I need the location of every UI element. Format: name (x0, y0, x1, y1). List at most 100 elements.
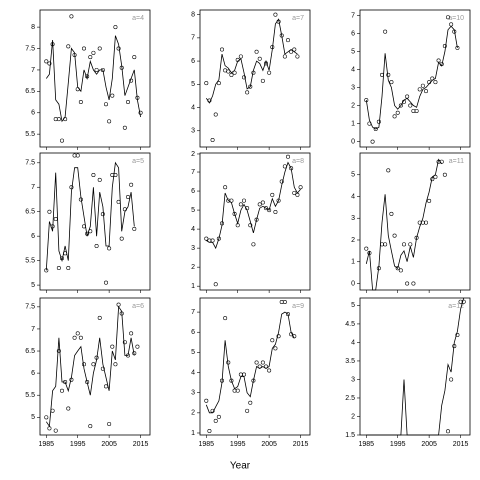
data-point (126, 195, 131, 200)
y-tick-label: 6.5 (25, 88, 35, 95)
data-point (282, 54, 287, 59)
data-point (113, 362, 118, 367)
data-point (75, 153, 80, 158)
y-tick-label: 5 (31, 282, 35, 289)
data-point (411, 281, 416, 286)
data-point (386, 72, 391, 77)
panel-frame (359, 152, 471, 291)
data-point (395, 266, 400, 271)
data-point (100, 212, 105, 217)
panel-frame (359, 297, 471, 436)
data-point (267, 208, 272, 213)
data-point (75, 331, 80, 336)
y-tick-label: 3 (351, 376, 355, 383)
data-point (69, 14, 74, 19)
y-tick-label: 3 (351, 215, 355, 222)
y-tick-label: 4 (191, 226, 195, 233)
data-point (389, 211, 394, 216)
data-point (82, 362, 87, 367)
data-point (423, 89, 428, 94)
data-point (119, 236, 124, 241)
data-point (376, 119, 381, 124)
y-tick-label: 7 (191, 35, 195, 42)
data-point (97, 177, 102, 182)
data-point (276, 334, 281, 339)
fitted-line (366, 297, 465, 436)
data-point (232, 70, 237, 75)
y-tick-label: 2.5 (345, 395, 355, 402)
data-point (392, 233, 397, 238)
data-point (245, 408, 250, 413)
y-tick-label: 7.5 (25, 160, 35, 167)
data-point (260, 200, 265, 205)
y-tick-label: 4 (191, 104, 195, 111)
y-tick-label: 4 (351, 66, 355, 73)
data-point (135, 344, 140, 349)
data-point (88, 424, 93, 429)
data-point (59, 388, 64, 393)
panel-title: a=5 (132, 158, 144, 165)
y-tick-label: 6 (191, 58, 195, 65)
fitted-line (45, 305, 135, 428)
panel-frame (359, 9, 471, 148)
data-point (126, 100, 131, 105)
data-point (78, 335, 83, 340)
y-tick-label: 5 (31, 414, 35, 421)
data-point (82, 46, 87, 51)
panel-frame (199, 9, 311, 148)
data-point (122, 125, 127, 130)
y-tick-label: 5.5 (25, 257, 35, 264)
y-tick-label: 3 (191, 128, 195, 135)
data-point (229, 73, 234, 78)
data-point (104, 280, 109, 285)
data-point (216, 414, 221, 419)
y-tick-label: 3.5 (345, 358, 355, 365)
data-point (260, 78, 265, 83)
data-point (116, 199, 121, 204)
data-point (273, 346, 278, 351)
x-tick-label: 1985 (358, 441, 374, 448)
data-point (47, 209, 52, 214)
fitted-line (365, 158, 443, 291)
data-point (238, 54, 243, 59)
data-point (107, 246, 112, 251)
x-tick-label: 1995 (70, 441, 86, 448)
y-tick-label: 6 (31, 370, 35, 377)
x-tick-label: 2015 (293, 441, 309, 448)
y-tick-label: 6.5 (25, 209, 35, 216)
data-point (56, 117, 61, 122)
y-tick-label: 7 (31, 326, 35, 333)
data-point (408, 103, 413, 108)
data-point (110, 93, 115, 98)
y-tick-label: 3 (191, 390, 195, 397)
data-point (370, 139, 375, 144)
data-point (110, 344, 115, 349)
data-point (100, 366, 105, 371)
y-tick-label: 8 (191, 11, 195, 18)
y-tick-label: 1 (191, 430, 195, 437)
y-tick-label: 6 (191, 329, 195, 336)
data-point (267, 70, 272, 75)
y-tick-label: 2 (191, 264, 195, 271)
y-tick-label: 5.5 (25, 131, 35, 138)
y-tick-label: 6 (31, 110, 35, 117)
data-point (267, 368, 272, 373)
y-tick-label: 4 (351, 193, 355, 200)
y-tick-label: 5 (191, 349, 195, 356)
data-point (273, 12, 278, 17)
panel-title: a=10 (448, 15, 464, 22)
data-point (72, 335, 77, 340)
data-point (242, 198, 247, 203)
y-tick-label: 5 (191, 81, 195, 88)
y-tick-label: 7 (191, 169, 195, 176)
y-tick-label: 4.5 (345, 321, 355, 328)
data-point (295, 54, 300, 59)
data-point (449, 22, 454, 27)
x-tick-label: 2015 (453, 441, 469, 448)
panel-title: a=11 (449, 158, 464, 165)
x-tick-label: 1995 (230, 441, 246, 448)
panel-title: a=4 (132, 15, 144, 22)
panel-title: a=6 (132, 303, 144, 310)
y-tick-label: 7 (191, 309, 195, 316)
data-point (107, 119, 112, 124)
